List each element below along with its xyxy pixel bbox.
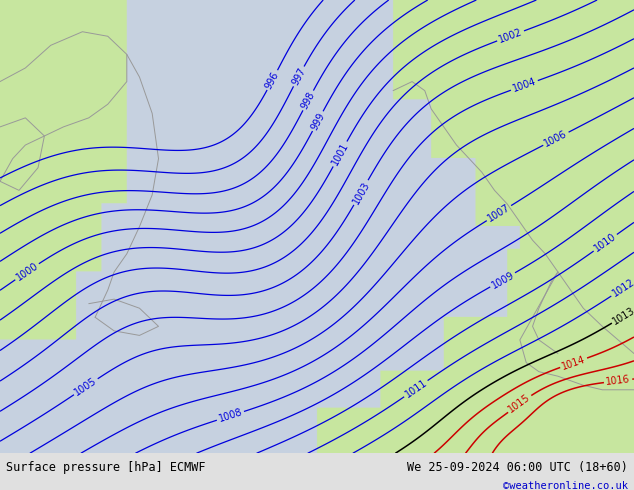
Text: Surface pressure [hPa] ECMWF: Surface pressure [hPa] ECMWF bbox=[6, 461, 206, 474]
Text: 1003: 1003 bbox=[351, 179, 372, 206]
Text: 1005: 1005 bbox=[73, 376, 99, 398]
Text: We 25-09-2024 06:00 UTC (18+60): We 25-09-2024 06:00 UTC (18+60) bbox=[407, 461, 628, 474]
Text: 1011: 1011 bbox=[403, 378, 429, 400]
Text: 1007: 1007 bbox=[486, 202, 512, 224]
Text: 1016: 1016 bbox=[605, 374, 631, 387]
Text: ©weatheronline.co.uk: ©weatheronline.co.uk bbox=[503, 481, 628, 490]
Text: 998: 998 bbox=[299, 90, 317, 111]
Text: 1000: 1000 bbox=[14, 261, 40, 283]
Text: 1001: 1001 bbox=[330, 141, 351, 167]
Text: 997: 997 bbox=[290, 66, 307, 87]
Text: 1012: 1012 bbox=[611, 277, 634, 299]
Text: 1009: 1009 bbox=[489, 270, 515, 290]
Text: 999: 999 bbox=[309, 111, 327, 132]
Text: 1008: 1008 bbox=[217, 407, 243, 424]
Text: 1004: 1004 bbox=[511, 76, 538, 94]
Text: 1013: 1013 bbox=[611, 305, 634, 326]
Text: 1002: 1002 bbox=[497, 27, 524, 45]
Text: 1006: 1006 bbox=[543, 129, 569, 149]
Text: 1014: 1014 bbox=[560, 354, 587, 371]
Text: 1015: 1015 bbox=[507, 392, 533, 415]
Text: 996: 996 bbox=[264, 70, 281, 91]
Text: 1010: 1010 bbox=[592, 232, 618, 254]
